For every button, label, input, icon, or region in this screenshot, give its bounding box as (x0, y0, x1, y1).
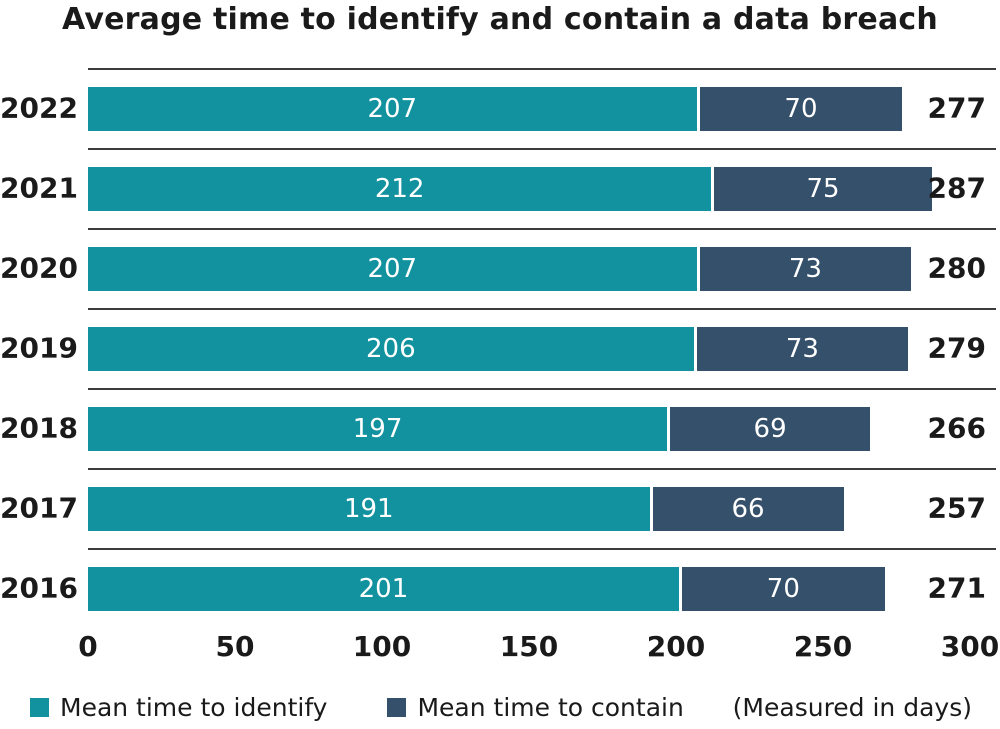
identify-segment: 207 (88, 247, 697, 291)
identify-segment: 212 (88, 167, 712, 211)
identify-segment: 197 (88, 407, 668, 451)
contain-segment: 75 (711, 167, 932, 211)
total-label: 287 (927, 171, 986, 205)
bar-rows: 2022 207 70 277 2021 212 75 287 2020 207 73 280 2019… (0, 68, 1000, 628)
x-tick-label: 250 (793, 630, 853, 663)
identify-segment: 207 (88, 87, 697, 131)
contain-value: 70 (784, 94, 818, 124)
x-tick-label: 0 (78, 630, 98, 663)
row-separator-line (88, 308, 996, 310)
identify-segment: 191 (88, 487, 650, 531)
row-separator-line (88, 148, 996, 150)
legend-contain-label: Mean time to contain (417, 693, 684, 722)
total-label: 279 (927, 331, 986, 365)
legend-note: (Measured in days) (732, 693, 972, 722)
identify-value: 212 (374, 174, 425, 204)
total-label: 277 (927, 91, 986, 125)
x-tick-label: 50 (215, 630, 255, 663)
contain-swatch-icon (387, 698, 407, 717)
total-label: 266 (927, 411, 986, 445)
row-separator-line (88, 548, 996, 550)
contain-value: 75 (806, 174, 840, 204)
stacked-bar: 212 75 (88, 167, 932, 211)
row-separator-line (88, 388, 996, 390)
legend: Mean time to identify Mean time to conta… (30, 693, 972, 722)
chart-row: 2018 197 69 266 (0, 388, 1000, 468)
contain-segment: 70 (678, 567, 885, 611)
x-tick-label: 100 (352, 630, 412, 663)
contain-segment: 70 (696, 87, 903, 131)
x-tick-label: 150 (499, 630, 559, 663)
contain-value: 69 (753, 414, 787, 444)
contain-segment: 73 (696, 247, 912, 291)
chart-row: 2019 206 73 279 (0, 308, 1000, 388)
legend-item-contain: Mean time to contain (387, 693, 684, 722)
contain-segment: 73 (693, 327, 909, 371)
year-label: 2019 (0, 331, 78, 365)
row-separator-line (88, 68, 996, 70)
identify-swatch-icon (30, 698, 49, 717)
stacked-bar: 201 70 (88, 567, 885, 611)
stacked-bar: 207 70 (88, 87, 903, 131)
contain-value: 73 (785, 334, 819, 364)
chart-row: 2020 207 73 280 (0, 228, 1000, 308)
contain-segment: 69 (667, 407, 871, 451)
stacked-bar: 207 73 (88, 247, 912, 291)
identify-segment: 201 (88, 567, 679, 611)
row-separator-line (88, 228, 996, 230)
identify-value: 201 (358, 574, 409, 604)
identify-value: 197 (352, 414, 403, 444)
identify-value: 206 (365, 334, 416, 364)
x-tick-label: 300 (940, 630, 1000, 663)
total-label: 271 (927, 571, 986, 605)
chart-row: 2017 191 66 257 (0, 468, 1000, 548)
chart-title: Average time to identify and contain a d… (62, 2, 938, 37)
legend-identify-label: Mean time to identify (60, 693, 328, 722)
year-label: 2022 (0, 91, 78, 125)
row-separator-line (88, 468, 996, 470)
year-label: 2020 (0, 251, 78, 285)
legend-item-identify: Mean time to identify (30, 693, 327, 722)
total-label: 280 (927, 251, 986, 285)
contain-segment: 66 (649, 487, 844, 531)
chart-row: 2021 212 75 287 (0, 148, 1000, 228)
stacked-bar: 197 69 (88, 407, 871, 451)
chart-row: 2022 207 70 277 (0, 68, 1000, 148)
year-label: 2017 (0, 491, 78, 525)
identify-value: 207 (367, 254, 418, 284)
contain-value: 73 (788, 254, 822, 284)
identify-value: 207 (367, 94, 418, 124)
contain-value: 70 (766, 574, 800, 604)
total-label: 257 (927, 491, 986, 525)
stacked-bar: 206 73 (88, 327, 909, 371)
identify-segment: 206 (88, 327, 694, 371)
contain-value: 66 (731, 494, 765, 524)
x-axis: 0 50 100 150 200 250 300 (0, 630, 1000, 668)
year-label: 2016 (0, 571, 78, 605)
year-label: 2021 (0, 171, 78, 205)
stacked-bar: 191 66 (88, 487, 844, 531)
chart-row: 2016 201 70 271 (0, 548, 1000, 628)
identify-value: 191 (343, 494, 394, 524)
x-tick-label: 200 (646, 630, 706, 663)
year-label: 2018 (0, 411, 78, 445)
